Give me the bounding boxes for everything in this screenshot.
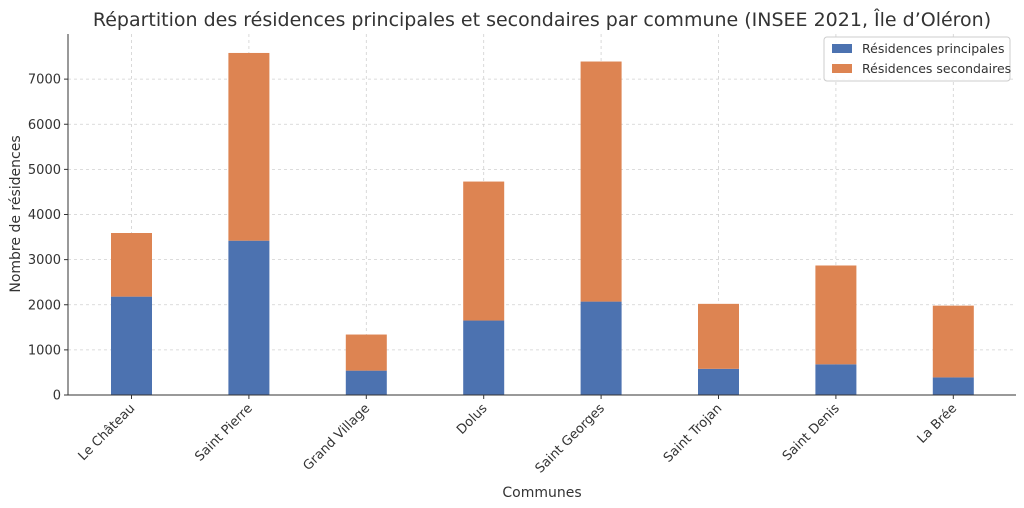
y-tick-label: 0	[53, 389, 61, 404]
bar-secondaires	[345, 334, 387, 371]
bar-secondaires	[228, 52, 270, 241]
y-tick-label: 2000	[28, 298, 61, 313]
x-tick-label: Saint Pierre	[192, 401, 255, 464]
bar-principales	[698, 368, 739, 395]
chart-title: Répartition des résidences principales e…	[93, 8, 991, 31]
legend-swatch-principales	[832, 44, 852, 53]
bar-secondaires	[815, 265, 857, 365]
legend-frame	[823, 36, 1011, 82]
bar-principales	[932, 377, 974, 395]
bar-secondaires	[463, 181, 505, 321]
legend-label-principales: Résidences principales	[862, 41, 1004, 56]
bar-principales	[228, 240, 270, 395]
grid	[68, 34, 1016, 396]
bar-secondaires	[698, 303, 739, 369]
bar-principales	[345, 370, 387, 395]
x-tick-label: Dolus	[454, 401, 491, 438]
x-tick-label: Grand Village	[301, 401, 374, 474]
y-tick-label: 7000	[28, 73, 61, 88]
y-tick-label: 1000	[28, 343, 61, 358]
bar-principales	[580, 301, 622, 395]
y-tick-label: 5000	[28, 163, 61, 178]
x-tick-label: Le Château	[76, 401, 139, 464]
x-axis-ticks: Le Château Saint Pierre Grand Village Dolus…	[76, 395, 960, 477]
bar-principales	[815, 364, 857, 395]
legend: Résidences principales Résidences second…	[823, 36, 1011, 82]
y-axis-ticks: 0 1000 2000 3000 4000 5000 6000 7000	[28, 73, 68, 404]
x-tick-label: La Brée	[915, 401, 960, 446]
y-tick-label: 6000	[28, 118, 61, 133]
bar-secondaires	[580, 61, 622, 302]
legend-swatch-secondaires	[832, 64, 852, 73]
x-tick-label: Saint Denis	[780, 401, 843, 464]
bars	[111, 52, 974, 395]
x-tick-label: Saint Trojan	[661, 401, 725, 465]
bar-secondaires	[932, 305, 974, 378]
y-axis-title: Nombre de résidences	[8, 135, 24, 292]
bar-principales	[111, 296, 152, 395]
legend-label-secondaires: Résidences secondaires	[862, 61, 1011, 76]
bar-principales	[463, 320, 505, 395]
x-axis-title: Communes	[502, 485, 581, 501]
bar-secondaires	[111, 233, 152, 297]
x-tick-label: Saint Georges	[533, 401, 608, 476]
y-tick-label: 4000	[28, 208, 61, 223]
y-tick-label: 3000	[28, 253, 61, 268]
